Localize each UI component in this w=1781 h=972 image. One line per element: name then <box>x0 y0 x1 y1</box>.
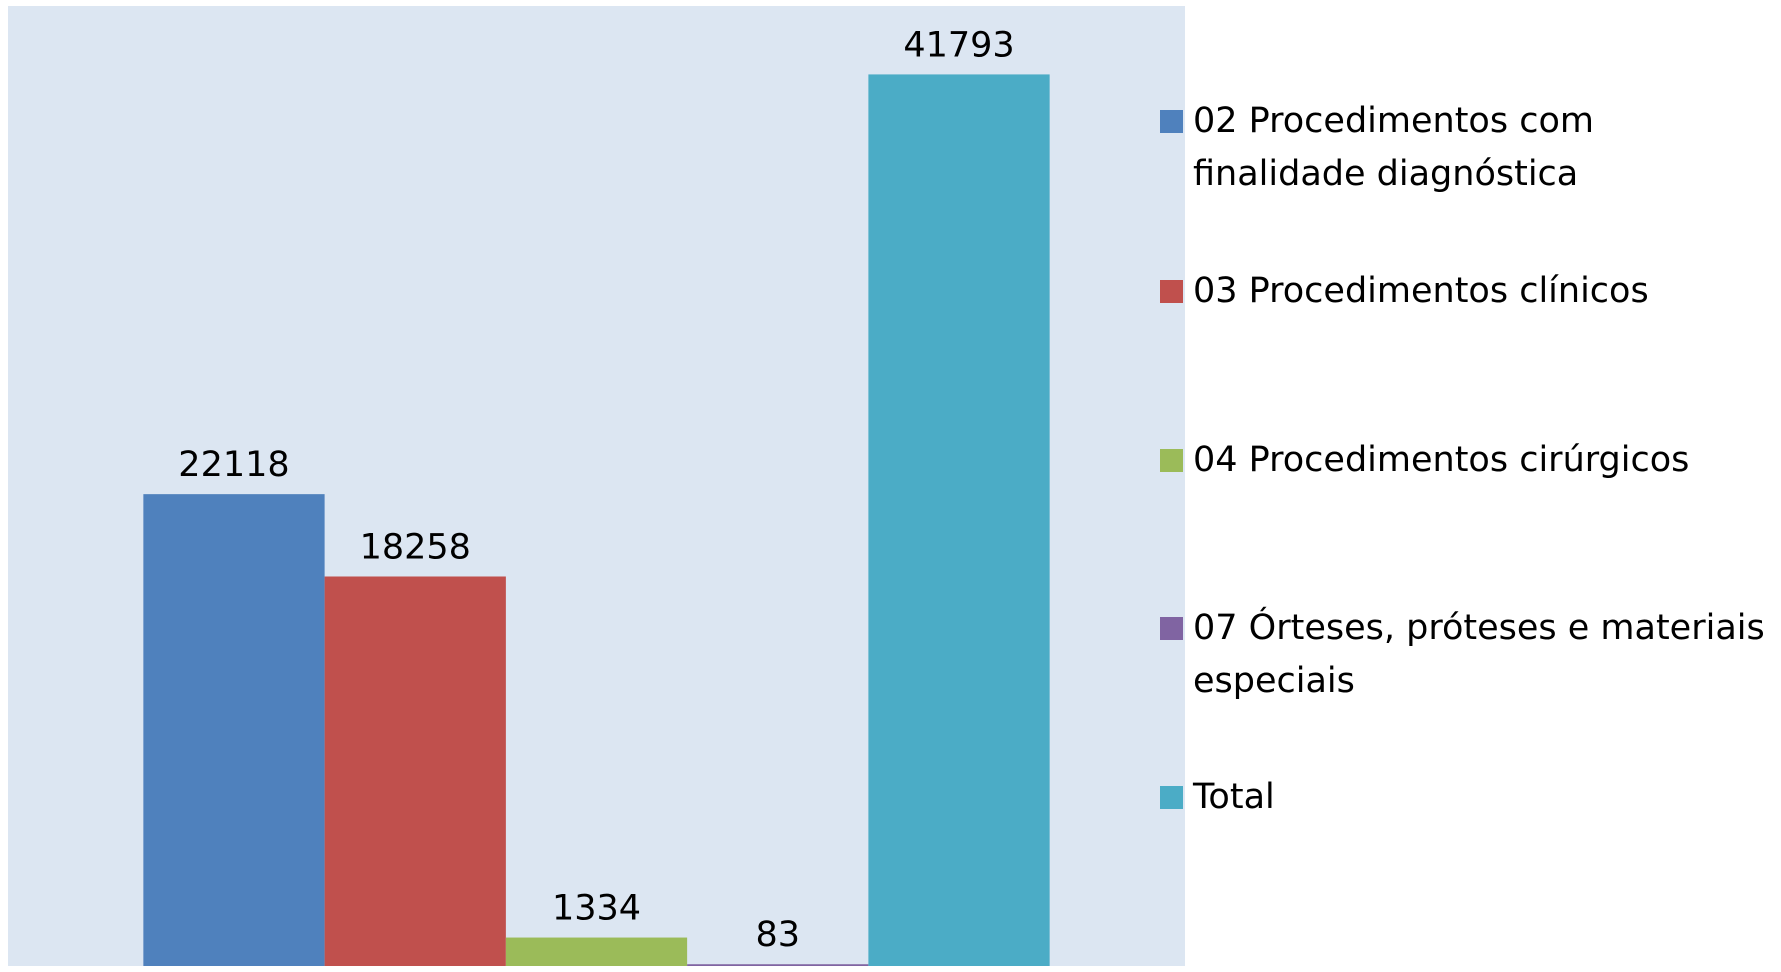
legend-swatch <box>1160 449 1183 472</box>
bar <box>505 937 688 966</box>
legend-label: 07 Órteses, próteses e materiais especia… <box>1193 608 1765 701</box>
legend-entry: Total <box>1160 771 1770 824</box>
data-label: 41793 <box>903 25 1014 65</box>
bar <box>143 494 325 966</box>
legend-entry: 04 Procedimentos cirúrgicos <box>1160 434 1770 487</box>
bar <box>868 74 1050 966</box>
bar <box>687 964 869 966</box>
legend-label: 02 Procedimentos com finalidade diagnóst… <box>1193 101 1594 194</box>
legend-label: Total <box>1193 777 1275 817</box>
legend: 02 Procedimentos com finalidade diagnóst… <box>1160 0 1781 972</box>
data-label: 83 <box>755 915 800 955</box>
data-label: 18258 <box>360 527 471 567</box>
legend-entry: 02 Procedimentos com finalidade diagnóst… <box>1160 95 1770 201</box>
legend-entry: 07 Órteses, próteses e materiais especia… <box>1160 602 1770 708</box>
bar <box>324 576 506 966</box>
legend-swatch <box>1160 110 1183 133</box>
legend-label: 04 Procedimentos cirúrgicos <box>1193 440 1690 480</box>
data-label: 22118 <box>178 445 289 485</box>
legend-swatch <box>1160 786 1183 809</box>
legend-swatch <box>1160 280 1183 303</box>
legend-label: 03 Procedimentos clínicos <box>1193 271 1649 311</box>
legend-entry: 03 Procedimentos clínicos <box>1160 265 1770 318</box>
legend-swatch <box>1160 617 1183 640</box>
data-label: 1334 <box>552 889 641 929</box>
